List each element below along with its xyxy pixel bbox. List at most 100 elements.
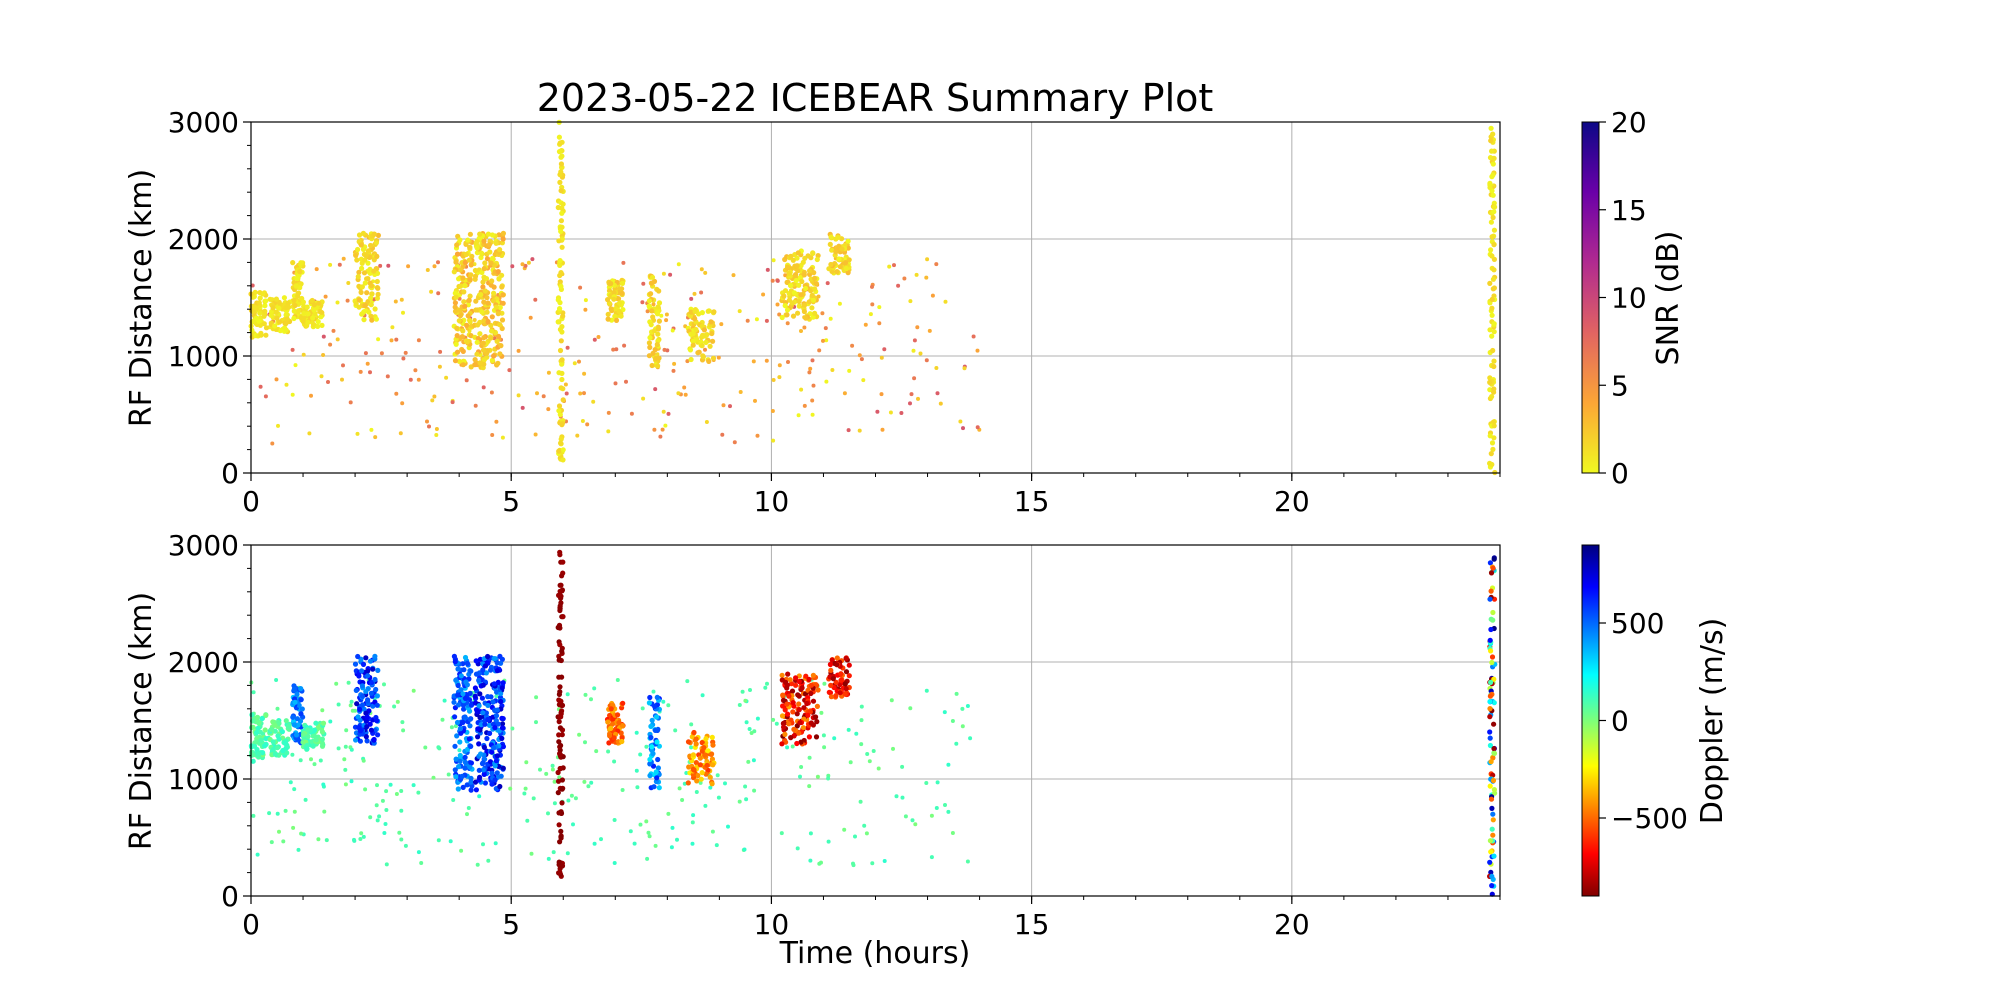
data-point <box>468 775 474 782</box>
data-point <box>291 297 297 304</box>
data-point <box>846 673 852 679</box>
data-point <box>556 592 562 599</box>
data-point <box>275 706 280 711</box>
data-point <box>647 694 653 701</box>
data-point <box>559 370 565 376</box>
data-point <box>546 370 551 375</box>
data-point <box>558 714 564 720</box>
data-point <box>481 335 487 341</box>
data-point <box>386 263 391 268</box>
data-point <box>472 357 478 363</box>
data-point <box>522 791 527 796</box>
data-point <box>751 758 756 763</box>
data-point <box>452 743 458 749</box>
data-point <box>293 283 299 289</box>
data-point <box>1490 214 1496 221</box>
plot-frame <box>250 544 1501 897</box>
data-point <box>270 441 275 446</box>
data-point <box>452 767 458 773</box>
data-point <box>455 786 461 792</box>
data-point <box>685 359 690 364</box>
data-point <box>1487 838 1493 844</box>
colorbar-tick-label: 10 <box>1611 282 1647 315</box>
y-tick-label: 3000 <box>168 106 239 139</box>
data-point <box>559 376 565 383</box>
data-point <box>1488 247 1494 253</box>
x-tick-label: 20 <box>1274 908 1310 941</box>
data-point <box>833 249 839 255</box>
data-point <box>301 731 307 737</box>
data-point <box>367 658 373 664</box>
data-point <box>557 869 563 875</box>
data-point <box>452 358 459 364</box>
data-point <box>257 729 263 735</box>
data-point <box>253 730 260 736</box>
data-point <box>699 343 705 349</box>
data-point <box>472 267 478 274</box>
data-point <box>612 818 617 822</box>
data-point <box>493 713 500 719</box>
data-point <box>1490 131 1496 137</box>
data-point <box>846 428 851 433</box>
data-point <box>811 383 816 388</box>
data-point <box>911 348 916 353</box>
data-point <box>291 722 297 728</box>
data-point <box>950 831 955 835</box>
data-point <box>491 284 497 290</box>
data-point <box>605 316 611 322</box>
data-point <box>301 310 307 317</box>
data-point <box>557 725 564 731</box>
data-point <box>1489 333 1495 339</box>
data-point <box>259 715 265 722</box>
data-point <box>399 297 404 302</box>
data-point <box>1490 347 1496 354</box>
data-point <box>965 859 970 864</box>
data-point <box>372 306 378 312</box>
data-point <box>857 428 862 433</box>
data-point <box>777 375 782 380</box>
data-point <box>356 304 362 310</box>
data-point <box>357 706 363 713</box>
data-point <box>935 780 940 785</box>
data-point <box>771 258 776 263</box>
data-point <box>1491 787 1497 793</box>
data-point <box>683 392 688 397</box>
data-point <box>284 382 289 387</box>
data-point <box>355 653 361 660</box>
data-point <box>363 351 368 356</box>
data-point <box>467 723 473 729</box>
data-point <box>620 788 625 792</box>
data-point <box>938 401 943 406</box>
data-point <box>803 673 809 679</box>
data-point <box>260 750 266 756</box>
data-point <box>272 751 278 757</box>
data-point <box>297 269 303 275</box>
data-point <box>481 385 486 390</box>
data-point <box>815 253 821 259</box>
data-point <box>785 671 791 677</box>
data-point <box>425 419 429 424</box>
data-point <box>419 861 424 865</box>
data-point <box>368 295 374 301</box>
data-point <box>807 271 813 277</box>
data-point <box>608 306 614 312</box>
data-point <box>546 856 551 861</box>
data-point <box>546 407 551 412</box>
data-point <box>462 759 468 766</box>
data-point <box>771 378 776 382</box>
data-point <box>781 724 787 730</box>
data-point <box>790 313 797 319</box>
data-point <box>1491 746 1497 752</box>
data-point <box>384 862 389 867</box>
data-point <box>565 851 570 856</box>
data-point <box>1487 184 1493 191</box>
data-point <box>354 701 360 707</box>
data-point <box>552 801 557 806</box>
data-point <box>361 317 367 323</box>
data-point <box>1488 849 1494 855</box>
data-point <box>711 309 717 315</box>
data-point <box>801 302 808 308</box>
data-point <box>790 700 796 706</box>
data-point <box>478 751 484 757</box>
data-point <box>796 303 802 309</box>
